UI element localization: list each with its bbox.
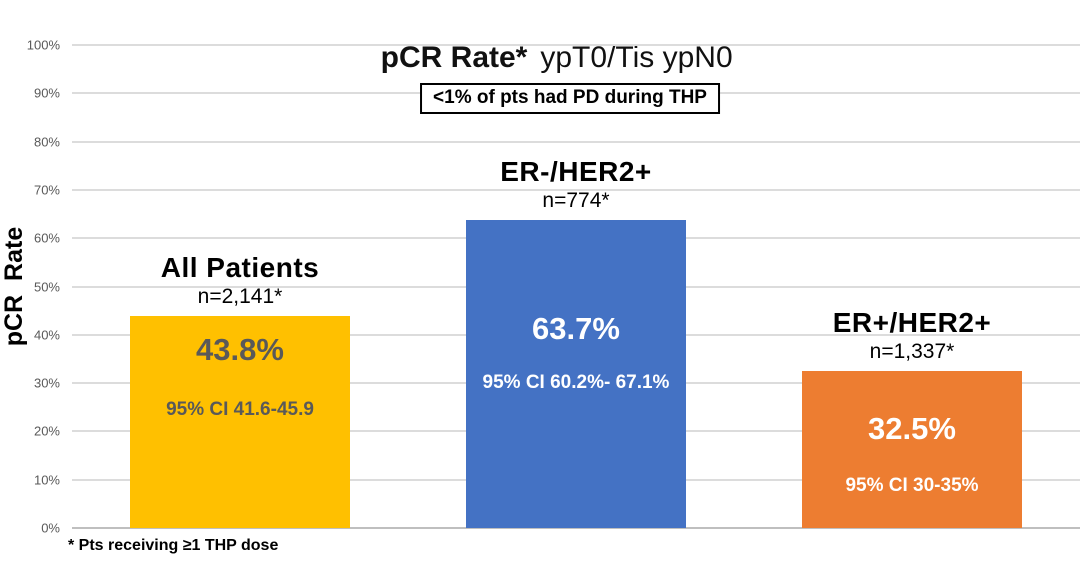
bar-group-header: ER-/HER2+ n=774* (408, 155, 744, 213)
y-tick-label: 70% (33, 182, 60, 198)
y-tick-label: 30% (33, 375, 60, 391)
gridline (72, 140, 1080, 143)
y-tick-label: 100% (26, 37, 60, 53)
sample-size-label: n=2,141* (197, 285, 283, 309)
bar-group-header: All Patients n=2,141* (72, 251, 408, 309)
chart-title-main: pCR Rate* (380, 41, 528, 74)
y-tick-label: 20% (33, 423, 60, 439)
y-tick-label: 0% (41, 520, 60, 536)
y-tick-label: 60% (33, 230, 60, 246)
bar-group-er-pos-her2-pos: ER+/HER2+ n=1,337* 32.5% 95% CI 30-35% (744, 45, 1080, 528)
bar-group-er-neg-her2-pos: ER-/HER2+ n=774* 63.7% 95% CI 60.2%- 67.… (408, 45, 744, 528)
gridline (72, 44, 1080, 46)
bar-ci-label: 95% CI 41.6-45.9 (166, 399, 314, 421)
y-tick-label: 90% (33, 85, 60, 101)
sample-size-label: n=1,337* (869, 339, 955, 363)
category-label: ER-/HER2+ (500, 155, 652, 187)
bar-er-pos-her2-pos: 32.5% 95% CI 30-35% (802, 371, 1022, 528)
bar-value-label: 43.8% (196, 332, 284, 368)
chart-title: pCR Rate* ypT0/Tis ypN0 (0, 7, 1080, 109)
bar-series: All Patients n=2,141* 43.8% 95% CI 41.6-… (72, 45, 1080, 528)
bar-value-label: 32.5% (868, 411, 956, 447)
gridline (72, 527, 1080, 529)
bar-value-label: 63.7% (532, 311, 620, 347)
category-label: ER+/HER2+ (832, 306, 992, 338)
chart-title-sub: ypT0/Tis ypN0 (540, 41, 733, 74)
footnote: * Pts receiving ≥1 THP dose (68, 537, 279, 554)
y-tick-label: 80% (33, 134, 60, 150)
bar-er-neg-her2-pos: 63.7% 95% CI 60.2%- 67.1% (466, 220, 686, 528)
sample-size-label: n=774* (542, 189, 610, 213)
category-label: All Patients (160, 251, 320, 283)
y-tick-label: 40% (33, 327, 60, 343)
y-tick-label: 50% (33, 279, 60, 294)
bar-ci-label: 95% CI 30-35% (845, 475, 979, 497)
gridline (72, 188, 1080, 191)
plot-area: All Patients n=2,141* 43.8% 95% CI 41.6-… (72, 44, 1080, 529)
y-tick-label: 10% (33, 472, 60, 488)
y-axis-ticks: 0% 10% 20% 30% 40% 50% 60% 70% 80% 90% 100% (0, 38, 60, 536)
bar-group-header: ER+/HER2+ n=1,337* (744, 306, 1080, 363)
annotation-box: <1% of pts had PD during THP (420, 83, 720, 114)
bar-ci-label: 95% CI 60.2%- 67.1% (482, 372, 670, 394)
bar-group-all-patients: All Patients n=2,141* 43.8% 95% CI 41.6-… (72, 45, 408, 528)
bar-all-patients: 43.8% 95% CI 41.6-45.9 (130, 316, 350, 528)
